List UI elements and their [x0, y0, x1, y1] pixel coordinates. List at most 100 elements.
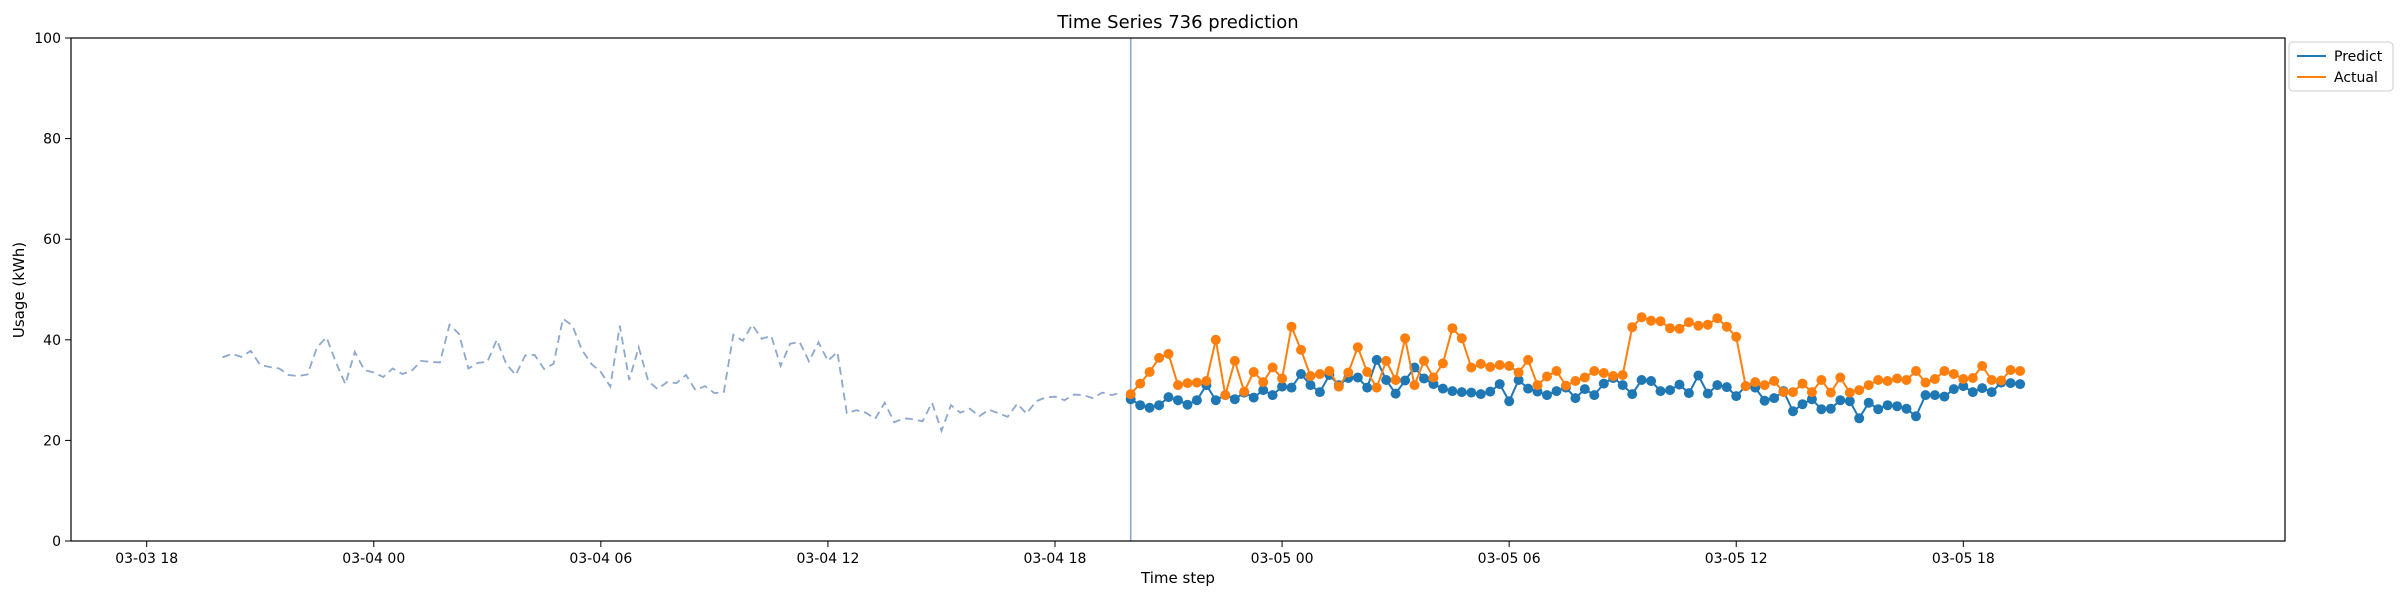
actual-point — [1154, 352, 1165, 363]
actual-point — [1333, 381, 1344, 392]
actual-point — [1863, 380, 1874, 391]
actual-point — [1579, 372, 1590, 383]
y-tick-label: 20 — [43, 433, 61, 449]
plot-area — [222, 38, 2026, 541]
predict-point — [1825, 403, 1836, 414]
predict-point — [1911, 411, 1921, 422]
actual-point — [1655, 316, 1666, 327]
predict-point — [1362, 382, 1373, 393]
predict-point — [1305, 380, 1316, 391]
actual-point — [1513, 367, 1524, 378]
predict-point — [1210, 395, 1221, 406]
legend-label-actual: Actual — [2334, 70, 2378, 86]
actual-point — [1475, 358, 1486, 369]
predict-point — [1873, 404, 1884, 415]
actual-point — [1437, 358, 1448, 369]
actual-point — [1674, 323, 1685, 334]
actual-point — [1570, 376, 1581, 386]
actual-point — [1523, 354, 1534, 365]
actual-point — [1239, 386, 1250, 397]
actual-point — [1844, 387, 1855, 398]
predict-point — [1712, 380, 1723, 391]
predict-point — [1665, 385, 1675, 396]
predict-point — [1296, 369, 1306, 379]
predict-point — [1788, 406, 1798, 417]
predict-point — [1977, 383, 1988, 394]
predict-point — [1863, 397, 1874, 408]
actual-point — [1646, 315, 1657, 326]
actual-point — [1258, 377, 1269, 388]
actual-point — [1485, 362, 1496, 372]
x-axis-title: Time step — [1140, 569, 1215, 587]
actual-point — [1721, 321, 1732, 332]
actual-point — [1797, 378, 1808, 389]
legend-box — [2288, 41, 2394, 92]
predict-point — [1854, 413, 1865, 424]
predict-point — [1173, 395, 1183, 406]
actual-point — [1873, 375, 1884, 385]
actual-point — [1939, 366, 1950, 376]
predict-point — [1920, 390, 1931, 401]
predict-point — [1683, 388, 1694, 399]
legend: Predict Actual — [2288, 41, 2394, 92]
actual-point — [1551, 366, 1562, 376]
actual-point — [1296, 344, 1306, 355]
actual-point — [1882, 376, 1893, 386]
actual-point — [1901, 375, 1912, 385]
actual-point — [1967, 373, 1978, 383]
predict-point — [1267, 390, 1278, 401]
actual-point — [1542, 371, 1552, 382]
actual-point — [1173, 380, 1183, 391]
actual-point — [1958, 374, 1969, 384]
actual-point — [1948, 369, 1959, 379]
actual-point — [1419, 355, 1429, 366]
predict-point — [2015, 379, 2026, 390]
predict-point — [1702, 388, 1713, 399]
actual-point — [1608, 371, 1619, 381]
predict-point — [1967, 387, 1978, 398]
actual-point — [1144, 367, 1155, 377]
predict-point — [1352, 372, 1363, 383]
predict-point — [2005, 378, 2016, 389]
x-tick-label: 03-04 18 — [1024, 551, 1087, 567]
predict-point — [1144, 402, 1155, 413]
predict-point — [1901, 403, 1912, 414]
actual-point — [1125, 389, 1136, 400]
y-tick-label: 0 — [52, 534, 61, 550]
actual-point — [1731, 331, 1742, 342]
actual-point — [1428, 372, 1439, 383]
predict-point — [1986, 387, 1997, 398]
x-axis: 03-03 18 03-04 00 03-04 06 03-04 12 03-04 18… — [115, 541, 1995, 567]
actual-point — [1163, 348, 1174, 359]
predict-point — [1646, 376, 1657, 386]
predict-point — [1835, 395, 1846, 406]
actual-point — [1627, 322, 1638, 333]
predict-point — [1437, 383, 1448, 394]
predict-point — [1191, 395, 1202, 406]
actual-point — [1390, 375, 1401, 385]
actual-point — [1693, 320, 1704, 331]
predict-point — [1759, 395, 1770, 406]
actual-point — [1712, 313, 1723, 324]
actual-point — [1210, 334, 1221, 345]
actual-point — [1788, 387, 1798, 398]
predict-point — [1958, 381, 1969, 392]
predict-point — [1494, 379, 1505, 390]
actual-point — [1617, 370, 1628, 380]
predict-point — [1769, 393, 1780, 404]
predict-point — [1466, 387, 1477, 398]
predict-point — [1381, 375, 1392, 385]
x-tick-label: 03-05 18 — [1932, 551, 1995, 567]
history-line — [222, 317, 1122, 434]
y-tick-label: 80 — [43, 132, 61, 148]
actual-point — [1806, 387, 1817, 398]
actual-point — [1598, 368, 1609, 378]
predict-point — [1948, 384, 1959, 395]
predict-point — [1504, 396, 1515, 407]
predict-point — [1627, 389, 1638, 400]
actual-point — [1986, 375, 1997, 385]
actual-point — [1267, 362, 1278, 373]
actual-point — [1504, 361, 1515, 371]
predict-point — [1806, 394, 1817, 405]
